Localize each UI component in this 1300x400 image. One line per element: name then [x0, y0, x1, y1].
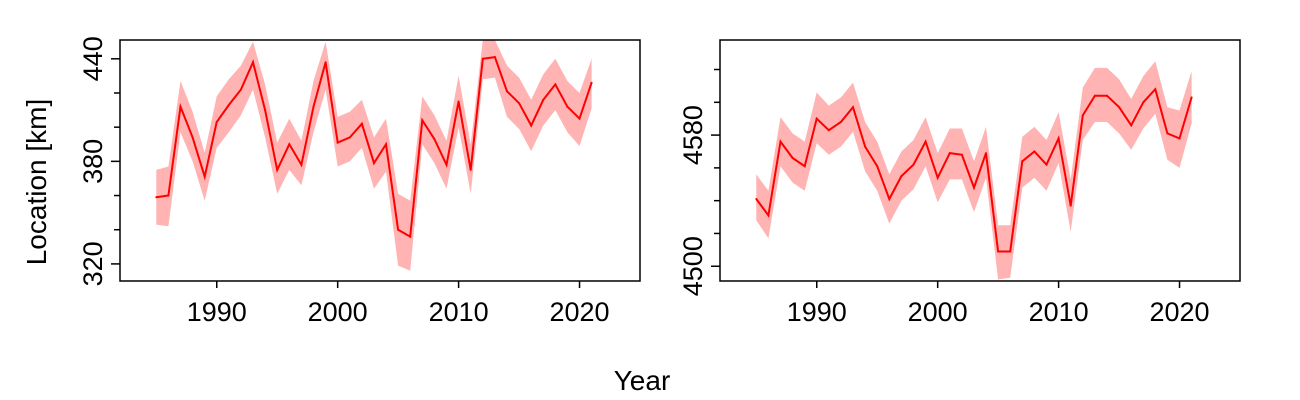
data-point	[1081, 114, 1084, 117]
y-tick-label: 320	[78, 241, 108, 286]
data-point	[191, 136, 194, 139]
data-point	[179, 105, 182, 108]
data-point	[827, 129, 830, 132]
data-point	[1021, 160, 1024, 163]
data-point	[409, 235, 412, 238]
data-point	[936, 176, 939, 179]
data-point	[876, 165, 879, 168]
y-axis-title: Location [km]	[21, 99, 52, 266]
data-point	[948, 152, 951, 155]
data-point	[1118, 106, 1121, 109]
data-point	[385, 143, 387, 146]
data-point	[1190, 96, 1193, 99]
data-point	[767, 214, 770, 217]
data-point	[985, 152, 987, 155]
x-tick-label: 2000	[908, 297, 968, 327]
y-tick-label: 440	[78, 36, 108, 81]
data-point	[167, 194, 170, 197]
x-tick-label: 2010	[429, 297, 489, 327]
data-point	[755, 198, 758, 200]
x-tick-label: 2020	[549, 297, 609, 327]
data-point	[493, 56, 496, 59]
data-point	[554, 83, 557, 86]
data-point	[1142, 101, 1145, 104]
data-point	[924, 140, 927, 143]
x-tick-label: 1990	[787, 297, 847, 327]
data-point	[530, 124, 533, 127]
y-tick-label: 380	[78, 139, 108, 184]
data-point	[312, 105, 315, 108]
y-tick-label: 4500	[678, 236, 708, 296]
data-point	[791, 157, 794, 159]
y-tick-label: 4580	[678, 105, 708, 165]
data-point	[542, 98, 545, 101]
data-point	[779, 140, 782, 143]
left-chart-panel: 1990 2000 2010 2020 320 380 440	[78, 36, 641, 327]
data-point	[590, 81, 593, 84]
data-point	[457, 100, 460, 103]
data-point	[578, 117, 581, 120]
data-point	[1130, 124, 1133, 127]
data-point	[912, 163, 915, 166]
data-point	[1069, 204, 1072, 207]
x-axis-title: Year	[614, 365, 671, 396]
data-point	[1009, 250, 1012, 253]
data-point	[203, 175, 206, 178]
data-point	[155, 196, 158, 199]
data-point	[815, 117, 818, 120]
data-point	[276, 168, 279, 171]
data-point	[973, 186, 975, 189]
data-point	[360, 122, 363, 125]
data-point	[900, 175, 903, 178]
x-tick-label: 1990	[187, 297, 247, 327]
x-tick-label: 2010	[1029, 297, 1089, 327]
plot-frame	[719, 39, 1241, 282]
data-point	[803, 165, 806, 168]
data-point	[839, 121, 842, 123]
data-point	[518, 102, 521, 105]
data-point	[481, 57, 484, 60]
x-tick-label: 2000	[308, 297, 368, 327]
data-point	[336, 141, 339, 144]
data-point	[433, 138, 436, 141]
confidence-band	[156, 40, 592, 271]
data-point	[566, 105, 569, 108]
data-point	[1106, 94, 1108, 97]
data-point	[215, 121, 218, 123]
data-point	[1154, 88, 1157, 91]
data-point	[888, 198, 891, 200]
data-point	[1093, 94, 1096, 97]
data-point	[506, 90, 508, 93]
data-point	[227, 104, 230, 106]
x-tick-label: 2020	[1149, 297, 1209, 327]
confidence-band	[756, 61, 1192, 280]
data-point	[1178, 137, 1181, 140]
data-point	[1057, 137, 1060, 140]
data-point	[239, 88, 242, 91]
plot-frame	[119, 39, 641, 282]
data-point	[997, 250, 1000, 253]
data-point	[397, 228, 400, 231]
right-chart-panel: 1990 2000 2010 2020 4500 4580	[678, 39, 1241, 327]
data-point	[300, 163, 303, 166]
data-point	[852, 106, 854, 109]
data-point	[1166, 132, 1169, 135]
data-point	[324, 61, 327, 64]
data-point	[373, 162, 375, 165]
data-point	[1045, 163, 1048, 166]
data-point	[864, 145, 867, 148]
data-point	[264, 109, 267, 112]
data-point	[469, 168, 472, 171]
data-point	[252, 61, 254, 64]
data-point	[445, 163, 448, 166]
data-point	[348, 136, 351, 139]
data-point	[288, 143, 291, 146]
data-point	[421, 119, 424, 122]
data-point	[960, 153, 963, 156]
data-point	[1033, 150, 1036, 153]
